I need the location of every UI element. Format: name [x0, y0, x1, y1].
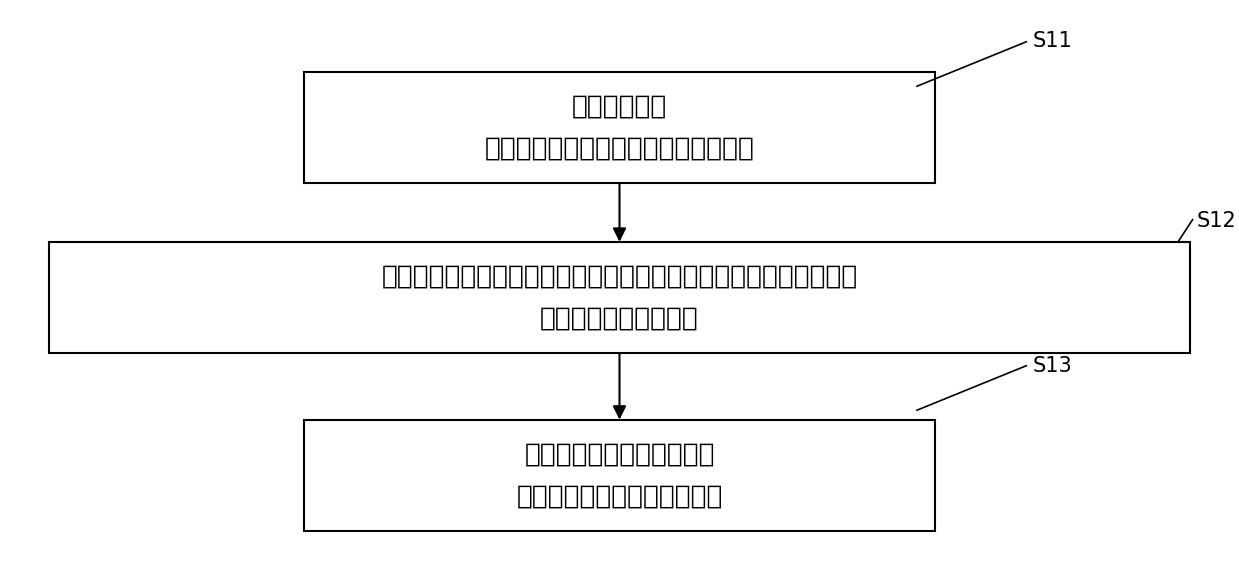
Text: 根据钻井数据
计算区域内各测量点的势能值和物性值: 根据钻井数据 计算区域内各测量点的势能值和物性值: [484, 94, 755, 162]
Text: 计算所述各测量点的势能值、物性值和对应的各测量点的含油饱和度
得到相势控藏函数关系: 计算所述各测量点的势能值、物性值和对应的各测量点的含油饱和度 得到相势控藏函数关…: [382, 264, 857, 331]
Text: S13: S13: [1032, 356, 1072, 376]
Bar: [304, 420, 935, 531]
Text: S12: S12: [1196, 211, 1237, 231]
Text: S11: S11: [1032, 31, 1072, 50]
Bar: [48, 242, 1191, 353]
Bar: [304, 73, 935, 184]
Text: 根据所述相势控藏函数关系
对区域内油气富集区进行预测: 根据所述相势控藏函数关系 对区域内油气富集区进行预测: [517, 441, 722, 509]
